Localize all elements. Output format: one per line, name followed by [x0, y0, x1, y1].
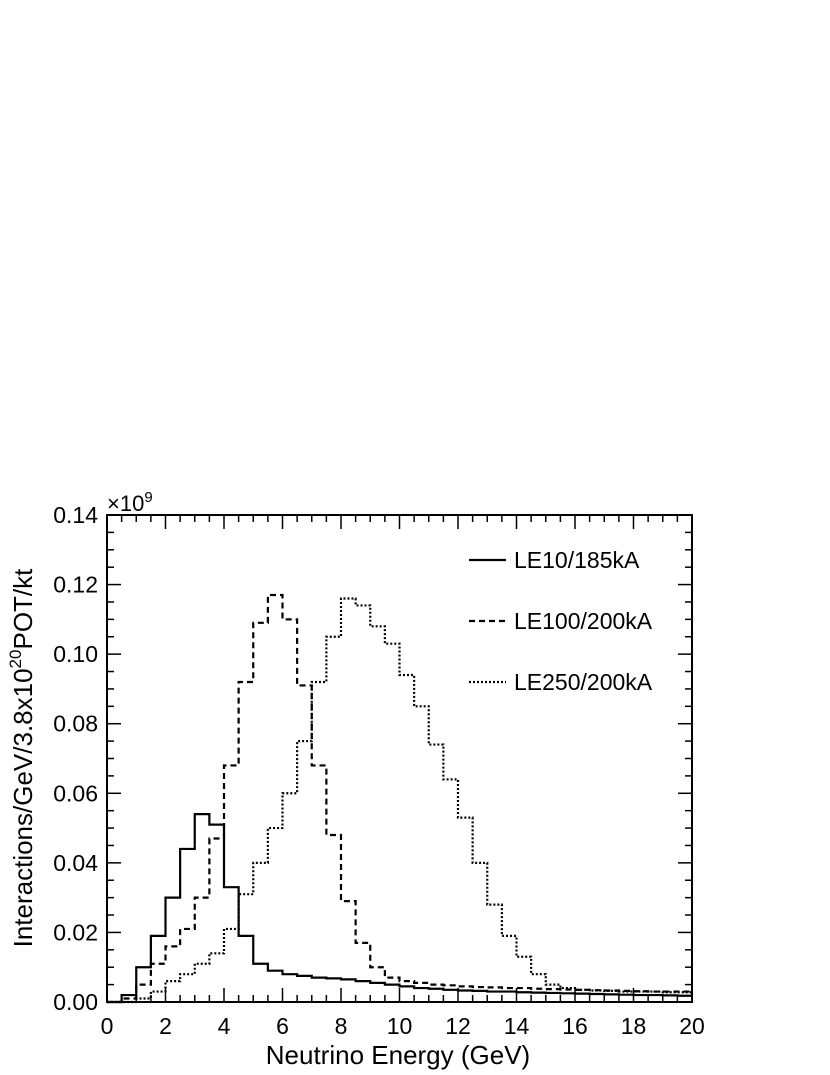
y-tick-label: 0.02	[53, 919, 98, 945]
x-tick-label: 0	[101, 1013, 114, 1039]
y-tick-label: 0.00	[53, 989, 98, 1015]
x-tick-label: 10	[387, 1013, 413, 1039]
x-tick-label: 12	[445, 1013, 471, 1039]
y-tick-label: 0.12	[53, 572, 98, 598]
y-tick-label: 0.14	[53, 502, 98, 528]
legend-label: LE100/200kA	[514, 608, 653, 634]
x-tick-label: 2	[159, 1013, 172, 1039]
legend: LE10/185kA LE100/200kA LE250/200kA	[469, 547, 653, 695]
series-line-3	[107, 597, 692, 1004]
x-tick-label: 4	[218, 1013, 231, 1039]
legend-label: LE250/200kA	[514, 669, 653, 695]
x-tick-label: 20	[679, 1013, 705, 1039]
x-tick-label: 16	[562, 1013, 588, 1039]
y-tick-label: 0.10	[53, 641, 98, 667]
series-layer	[107, 593, 692, 1004]
y-tick-label: 0.08	[53, 711, 98, 737]
legend-label: LE10/185kA	[514, 547, 640, 573]
x-tick-label: 8	[335, 1013, 348, 1039]
series-line-2	[107, 593, 692, 1004]
x-tick-label: 18	[621, 1013, 647, 1039]
x-axis-label: Neutrino Energy (GeV)	[266, 1040, 530, 1070]
axis-ticks	[106, 514, 693, 1003]
y-tick-label: 0.04	[53, 850, 98, 876]
y-tick-label: 0.06	[53, 780, 98, 806]
y-multiplier: ×109	[107, 489, 153, 516]
tick-labels: 0 2 4 6 8 10 12 14 16 18 20 0.00 0.02 0.04 0.06 0.08 0.1…	[53, 502, 705, 1039]
x-tick-label: 6	[276, 1013, 289, 1039]
y-axis-label: Interactions/GeV/3.8x1020POT/kt	[6, 568, 38, 948]
series-line-1	[107, 813, 692, 1004]
x-tick-label: 14	[504, 1013, 530, 1039]
